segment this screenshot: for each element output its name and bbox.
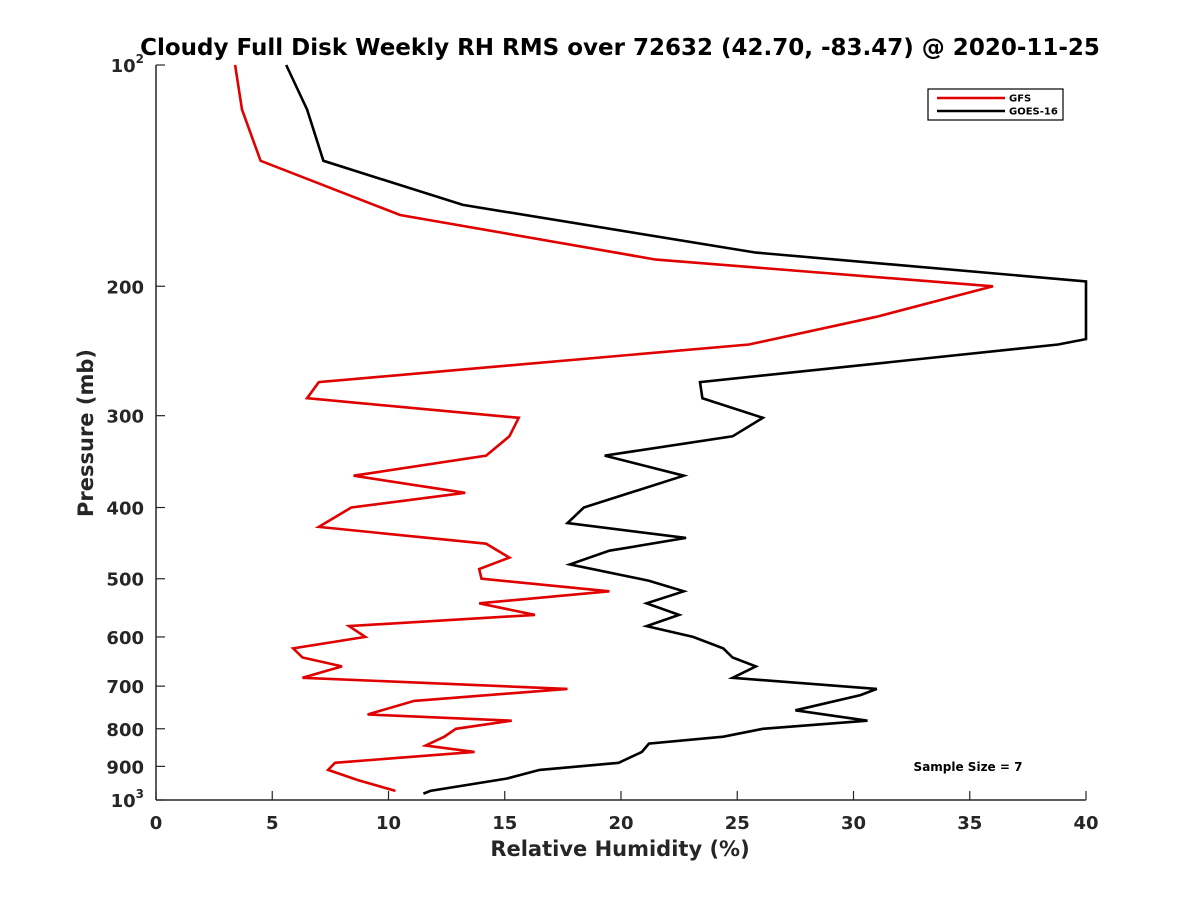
x-tick-label: 10	[376, 813, 401, 834]
legend-label-gfs: GFS	[1009, 94, 1031, 105]
axes: 0 5 10 15 20 25 30 35 40 102 200 300 400 500 600 700 800…	[106, 52, 1098, 834]
x-tick-label: 30	[841, 813, 866, 834]
x-tick-label: 25	[725, 813, 750, 834]
y-axis-label: Pressure (mb)	[74, 349, 98, 517]
x-tick-label: 15	[492, 813, 517, 834]
x-tick-label: 5	[266, 813, 279, 834]
x-tick-label: 40	[1073, 813, 1098, 834]
y-tick-label: 200	[106, 277, 144, 298]
series-line-gfs	[233, 64, 994, 793]
y-tick-label: 300	[106, 407, 144, 428]
y-tick-label: 400	[106, 499, 144, 520]
sample-size-annotation: Sample Size = 7	[914, 760, 1023, 774]
legend-box	[927, 88, 1064, 121]
x-tick-label: 35	[957, 813, 982, 834]
y-tick-label: 600	[106, 628, 144, 649]
y-tick-label: 900	[106, 757, 144, 778]
y-tick-label: 800	[106, 720, 144, 741]
series-line-goes-16	[285, 64, 1088, 795]
series-layer	[233, 64, 1088, 795]
legend-label-goes-16: GOES-16	[1009, 107, 1058, 118]
y-tick-label: 700	[106, 677, 144, 698]
legend: GFS GOES-16	[927, 88, 1064, 121]
chart-title: Cloudy Full Disk Weekly RH RMS over 7263…	[140, 35, 1100, 61]
y-tick-label: 102	[111, 52, 144, 77]
x-tick-label: 20	[608, 813, 633, 834]
y-tick-label: 103	[111, 787, 144, 812]
y-tick-label: 500	[106, 570, 144, 591]
x-tick-label: 0	[150, 813, 163, 834]
x-axis-label: Relative Humidity (%)	[490, 837, 749, 861]
